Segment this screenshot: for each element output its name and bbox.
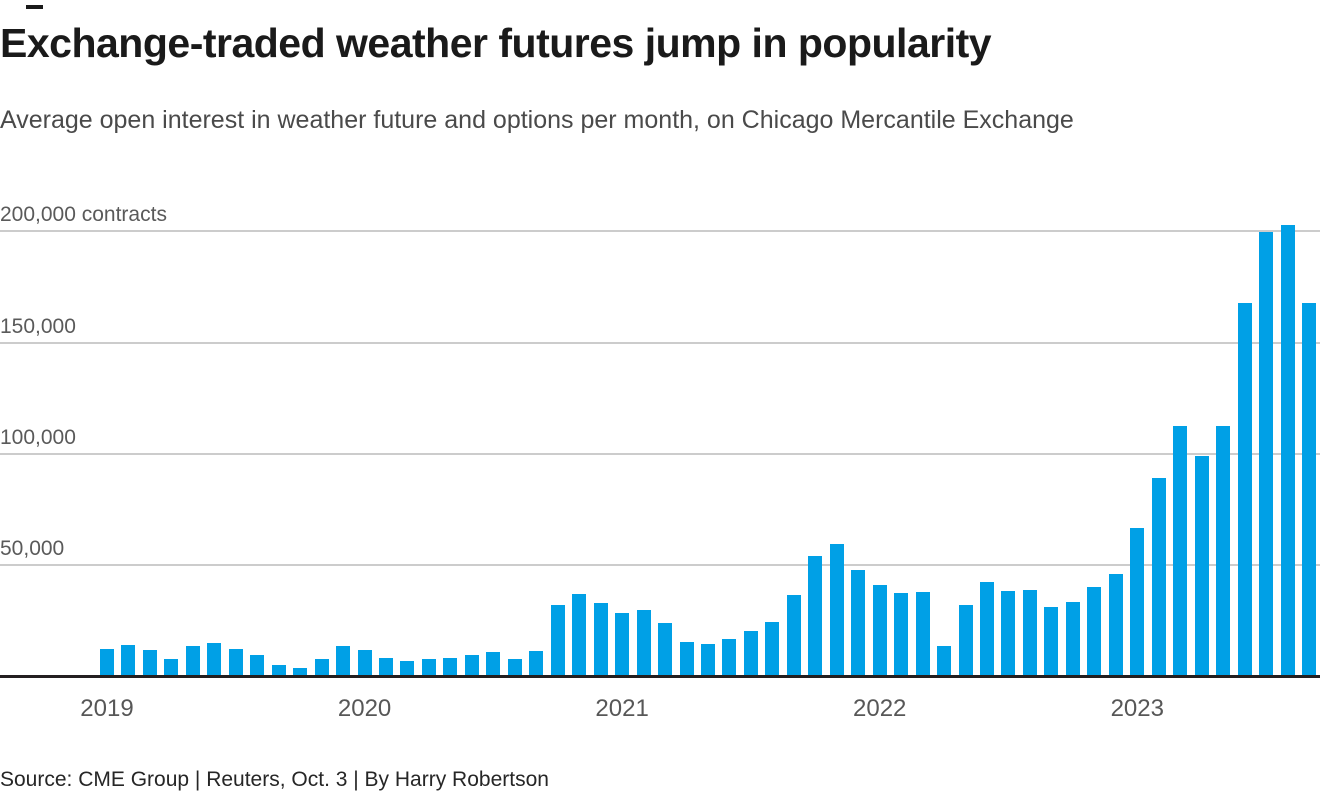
- bar-2020-11: [572, 594, 587, 677]
- bar-2020-01: [357, 649, 372, 677]
- bar-2021-01: [615, 613, 630, 677]
- bar-2021-07: [743, 630, 758, 677]
- bar-2020-05: [443, 657, 458, 677]
- bar-2022-03: [915, 591, 930, 677]
- bar-2019-01: [100, 648, 114, 677]
- bar-2023-02: [1151, 478, 1166, 677]
- brand-dash: [26, 5, 43, 9]
- x-tick-label-2021: 2021: [595, 695, 649, 722]
- chart-title: Exchange-traded weather futures jump in …: [0, 20, 992, 66]
- bar-2023-01: [1130, 528, 1145, 677]
- bar-2021-11: [829, 544, 844, 677]
- bar-2022-01: [872, 585, 887, 677]
- bar-2023-06: [1237, 302, 1252, 677]
- bar-2019-04: [164, 658, 179, 677]
- bar-2023-07: [1259, 232, 1274, 677]
- bar-2019-10: [293, 667, 308, 677]
- gridline-y-200000: [0, 230, 1320, 233]
- bar-2019-09: [271, 665, 286, 677]
- bar-2020-08: [507, 658, 522, 677]
- bar-2023-05: [1216, 426, 1231, 677]
- y-tick-label-150000: 150,000: [0, 314, 76, 338]
- bar-2019-11: [314, 658, 329, 677]
- bar-2021-04: [679, 641, 694, 677]
- y-tick-label-100000: 100,000: [0, 425, 76, 449]
- x-axis-baseline: [0, 675, 1320, 678]
- bar-2019-08: [250, 655, 265, 677]
- bar-2022-02: [894, 593, 909, 677]
- bar-2021-03: [658, 623, 673, 677]
- bar-2022-09: [1044, 607, 1059, 677]
- x-tick-label-2022: 2022: [853, 695, 907, 722]
- source-line: Source: CME Group | Reuters, Oct. 3 | By…: [0, 768, 549, 791]
- bar-2023-08: [1280, 224, 1295, 677]
- bar-2021-10: [808, 556, 823, 677]
- bar-2021-06: [722, 638, 737, 677]
- gridline-y-150000: [0, 341, 1320, 344]
- bar-2022-07: [1001, 590, 1016, 677]
- bar-2019-12: [336, 646, 351, 677]
- bar-2022-06: [980, 581, 995, 677]
- bar-2020-04: [421, 658, 436, 677]
- gridline-y-100000: [0, 452, 1320, 455]
- y-tick-label-200000: 200,000 contracts: [0, 203, 167, 227]
- bar-2021-05: [700, 644, 715, 677]
- bar-2019-05: [185, 646, 200, 677]
- bar-2023-09: [1301, 302, 1316, 677]
- bar-2021-02: [636, 609, 651, 677]
- bar-2020-10: [550, 605, 565, 677]
- bar-2021-09: [786, 595, 801, 677]
- bar-2022-11: [1087, 587, 1102, 677]
- x-tick-label-2023: 2023: [1110, 695, 1164, 722]
- gridline-y-50000: [0, 564, 1320, 567]
- bar-2019-03: [142, 649, 157, 677]
- bar-2021-12: [851, 569, 866, 677]
- x-tick-label-2020: 2020: [337, 695, 392, 722]
- bar-2020-03: [400, 660, 415, 677]
- bar-2022-04: [937, 646, 952, 677]
- bar-2020-09: [529, 650, 544, 677]
- bar-2019-02: [121, 645, 136, 677]
- y-tick-label-50000: 50,000: [0, 537, 65, 561]
- chart-subtitle: Average open interest in weather future …: [0, 106, 1074, 134]
- bar-2020-07: [486, 652, 501, 677]
- bar-2022-12: [1108, 574, 1123, 677]
- x-tick-label-2019: 2019: [80, 695, 134, 722]
- bar-2022-05: [958, 605, 973, 677]
- bar-2021-08: [765, 621, 780, 677]
- bar-2020-02: [379, 657, 394, 677]
- bar-2022-08: [1022, 589, 1037, 677]
- bar-2020-12: [593, 603, 608, 677]
- bar-2020-06: [464, 655, 479, 677]
- bar-2019-06: [207, 643, 222, 677]
- bar-2019-07: [228, 648, 243, 677]
- bar-2023-03: [1173, 426, 1188, 677]
- bar-2023-04: [1194, 456, 1209, 677]
- bar-2022-10: [1065, 601, 1080, 677]
